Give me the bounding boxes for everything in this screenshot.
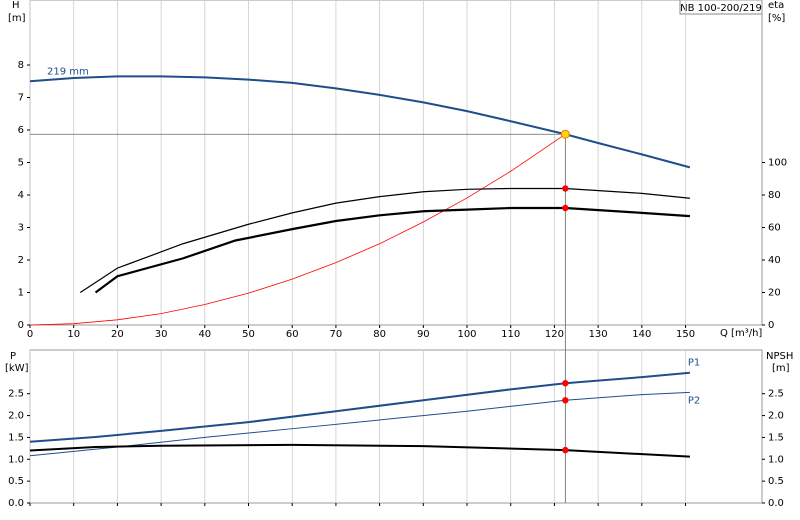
x-tick-label: 150: [676, 329, 695, 340]
y-tick-label: 2: [18, 255, 24, 266]
y-tick-label: 2.5: [8, 389, 24, 400]
y2-tick-label: 2.0: [768, 411, 784, 422]
operating-point: [562, 204, 569, 212]
x-tick-label: 10: [67, 329, 80, 340]
plot-frame: [29, 349, 763, 504]
y2-tick-label: 0: [768, 320, 774, 331]
x-tick-label: 90: [417, 329, 430, 340]
x-tick-label: 40: [198, 329, 211, 340]
y-tick-label: 6: [18, 125, 24, 136]
y-tick-label: 3: [18, 223, 24, 234]
y-tick-label: 1: [18, 288, 24, 299]
x-tick-label: 70: [330, 329, 343, 340]
y2-label: eta: [768, 0, 784, 11]
plot-frame: [29, 0, 763, 326]
y2-tick-label: 40: [768, 255, 781, 266]
y-tick-label: 2.0: [8, 411, 24, 422]
y-unit: [kW]: [5, 363, 29, 374]
y2-unit: [m]: [772, 363, 790, 374]
x-tick-label: 80: [373, 329, 386, 340]
y-tick-label: 0.5: [8, 476, 24, 487]
operating-point: [562, 380, 569, 387]
y-tick-label: 7: [18, 93, 24, 104]
y2-tick-label: 20: [768, 288, 781, 299]
y-tick-label: 8: [18, 60, 24, 71]
y2-tick-label: 0.0: [768, 498, 784, 509]
series-label: P2: [688, 395, 700, 406]
y2-tick-label: 1.5: [768, 432, 784, 443]
y2-tick-label: 2.5: [768, 389, 784, 400]
curve: [29, 443, 690, 458]
x-tick-label: 140: [632, 329, 651, 340]
x-tick-label: 120: [545, 329, 564, 340]
operating-point: [562, 185, 569, 192]
series-label: 219 mm: [47, 66, 89, 77]
y-tick-label: 1.5: [8, 432, 24, 443]
y-unit: [m]: [8, 13, 26, 24]
x-tick-label: 130: [589, 329, 608, 340]
y-label: H: [12, 0, 20, 11]
label-box-text: NB 100-200/219: [680, 3, 762, 14]
y-tick-label: 5: [18, 158, 24, 169]
y2-label: NPSH: [766, 351, 793, 362]
operating-point: [560, 129, 570, 139]
x-tick-label: 30: [155, 329, 168, 340]
y2-tick-label: 80: [768, 190, 781, 201]
y-tick-label: 0: [18, 320, 24, 331]
curve: [94, 206, 690, 294]
operating-point: [562, 446, 569, 454]
y-tick-label: 1.0: [8, 454, 24, 465]
curve: [29, 133, 566, 326]
y-tick-label: 4: [18, 190, 24, 201]
curve: [29, 391, 690, 457]
operating-point: [562, 397, 569, 404]
y2-tick-label: 1.0: [768, 454, 784, 465]
curve: [29, 371, 690, 443]
curve: [29, 75, 691, 169]
x-label: Q [m³/h]: [720, 328, 762, 339]
y2-tick-label: 60: [768, 223, 781, 234]
x-tick-label: 60: [286, 329, 299, 340]
y-label: P: [10, 351, 16, 362]
x-tick-label: 20: [111, 329, 124, 340]
y2-tick-label: 100: [768, 158, 787, 169]
x-tick-label: 110: [501, 329, 520, 340]
x-tick-label: 50: [242, 329, 255, 340]
y2-tick-label: 0.5: [768, 476, 784, 487]
y-tick-label: 0.0: [8, 498, 24, 509]
x-tick-label: 0: [27, 329, 33, 340]
x-tick-label: 100: [457, 329, 476, 340]
y2-unit: [%]: [768, 13, 785, 24]
series-label: P1: [688, 358, 700, 369]
